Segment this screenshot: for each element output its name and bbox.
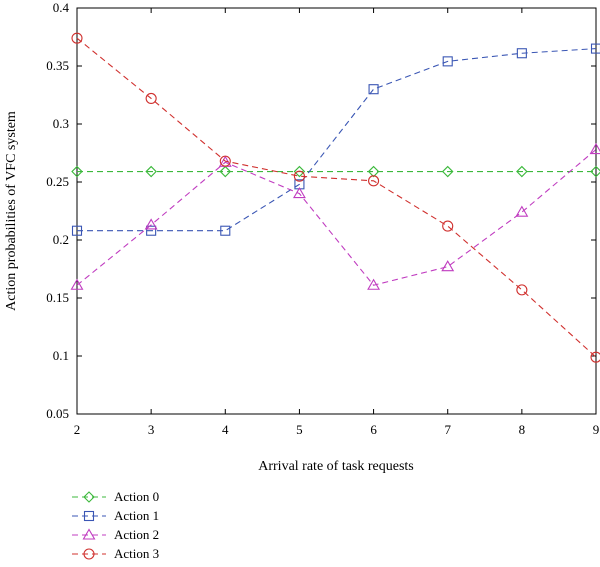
data-point (220, 225, 231, 236)
data-point (516, 165, 528, 178)
series-layer (70, 32, 600, 363)
legend-label: Action 0 (114, 489, 159, 504)
data-point (367, 278, 381, 290)
data-point (441, 165, 454, 178)
data-point (368, 175, 380, 187)
legend-marker (83, 548, 95, 560)
legend-entry: Action 3 (72, 546, 159, 561)
x-tick-label: 7 (444, 422, 451, 437)
legend: Action 0 Action 1 Action 2 Action 3 (72, 489, 159, 561)
legend-label: Action 3 (114, 546, 159, 561)
series-1 (71, 43, 600, 236)
series-3 (71, 32, 600, 363)
data-point (71, 32, 83, 44)
data-point (71, 165, 83, 178)
data-point (515, 205, 529, 217)
data-point (442, 220, 454, 232)
data-point (292, 187, 306, 199)
x-tick-label: 8 (519, 422, 526, 437)
series-line (77, 48, 597, 232)
data-point (293, 165, 306, 178)
data-point (145, 165, 157, 178)
x-tick-label: 5 (296, 422, 303, 437)
data-point (590, 165, 600, 178)
y-axis-label: Action probabilities of VFC system (4, 111, 19, 311)
data-point (589, 142, 600, 155)
x-axis-label: Arrival rate of task requests (258, 459, 414, 474)
data-point (70, 278, 84, 290)
data-point (516, 284, 528, 296)
legend-entry: Action 0 (72, 489, 159, 504)
y-tick-label: 0.1 (53, 348, 69, 363)
data-point (144, 218, 158, 230)
legend-label: Action 1 (114, 508, 159, 523)
legend-marker (83, 510, 95, 522)
y-tick-label: 0.15 (46, 290, 69, 305)
x-tick-label: 9 (593, 422, 600, 437)
data-point (590, 351, 600, 363)
data-point (590, 43, 600, 54)
legend-entry: Action 2 (72, 527, 159, 542)
legend-label: Action 2 (114, 527, 159, 542)
legend-entry: Action 1 (72, 508, 159, 523)
axis-ticks: 2 3 4 5 6 7 8 9 0.05 0.1 0.15 0.2 0.25 0.3 0.35 0.4 (46, 0, 599, 437)
legend-marker (83, 491, 95, 503)
y-tick-label: 0.05 (46, 406, 69, 421)
data-point (367, 165, 380, 178)
data-point (516, 48, 527, 59)
y-tick-label: 0.25 (46, 174, 69, 189)
y-tick-label: 0.2 (53, 232, 69, 247)
y-tick-label: 0.35 (46, 58, 69, 73)
data-point (441, 260, 455, 272)
data-point (145, 92, 157, 105)
series-line (76, 149, 597, 286)
plot-frame (76, 7, 597, 415)
data-point (442, 56, 453, 67)
data-point (219, 155, 231, 167)
y-tick-label: 0.3 (53, 116, 69, 131)
x-tick-label: 3 (148, 422, 155, 437)
x-tick-label: 6 (370, 422, 377, 437)
series-2 (70, 142, 600, 290)
data-point (71, 225, 83, 236)
data-point (293, 170, 305, 182)
data-point (368, 84, 379, 95)
x-tick-label: 2 (74, 422, 81, 437)
x-tick-label: 4 (222, 422, 229, 437)
y-tick-label: 0.4 (53, 0, 70, 15)
legend-marker (82, 528, 96, 540)
data-point (219, 165, 232, 178)
series-line (76, 37, 597, 358)
data-point (146, 225, 157, 236)
series-0 (71, 165, 600, 178)
